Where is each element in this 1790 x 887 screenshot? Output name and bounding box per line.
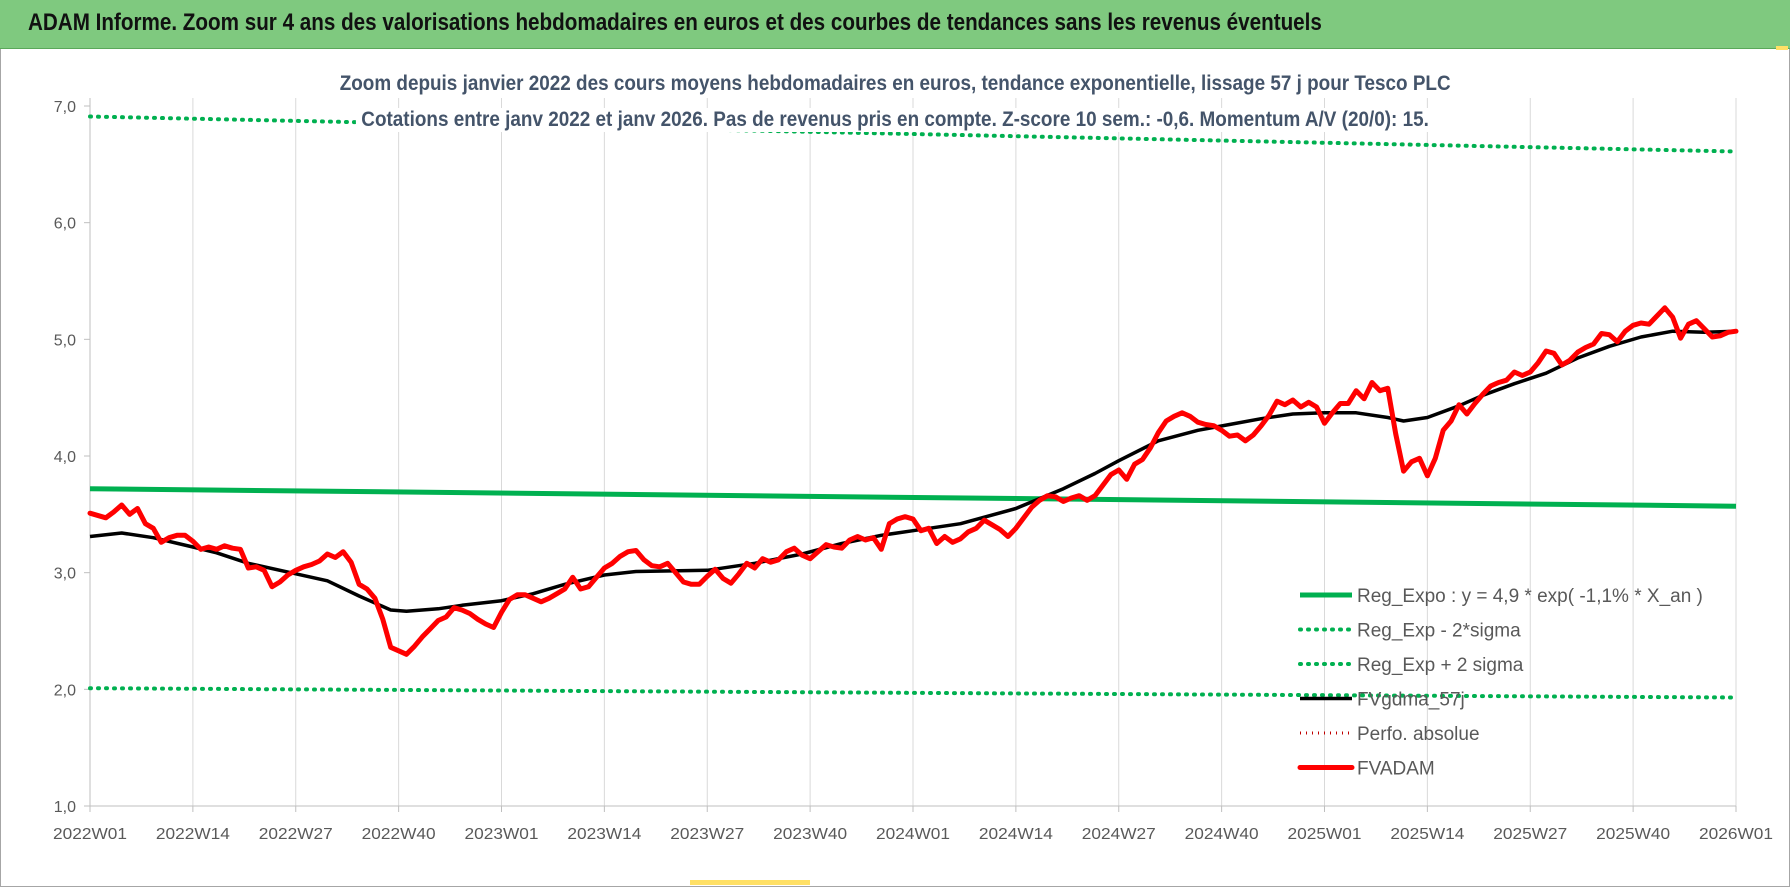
x-tick-label: 2025W01 [1288,826,1362,843]
legend-label-fvgdma: FVgdma_57j [1357,690,1465,711]
x-tick-label: 2024W14 [979,826,1053,843]
series-line-reg_minus [88,686,1738,700]
x-tick-label: 2024W40 [1185,826,1259,843]
legend-label-perfo: Perfo. absolue [1357,724,1480,745]
legend-label-fvadam: FVADAM [1357,759,1435,780]
legend: Reg_Expo : y = 4,9 * exp( -1,1% * X_an )… [1297,586,1703,780]
y-tick-label: 5,0 [54,332,76,349]
chart-title-line1-text: Zoom depuis janvier 2022 des cours moyen… [334,72,1456,96]
legend-label-reg_expo: Reg_Expo : y = 4,9 * exp( -1,1% * X_an ) [1357,586,1703,607]
y-tick-label: 7,0 [54,99,76,116]
y-tick-label: 3,0 [54,566,76,583]
y-tick-label: 4,0 [54,449,76,466]
report-header: ADAM Informe. Zoom sur 4 ans des valoris… [0,0,1790,49]
legend-label-reg_minus: Reg_Exp - 2*sigma [1357,621,1521,642]
x-tick-labels: 2022W01 2022W14 2022W27 2022W40 2023W01 2023W… [53,826,1773,843]
x-tick-label: 2022W40 [362,826,436,843]
y-tick-label: 6,0 [54,216,76,233]
x-tick-label: 2023W27 [670,826,744,843]
report-title: ADAM Informe. Zoom sur 4 ans des valoris… [28,9,1322,36]
x-tick-label: 2023W40 [773,826,847,843]
bottom-accent [690,880,810,885]
x-tick-label: 2025W14 [1390,826,1464,843]
chart-title-line1: Zoom depuis janvier 2022 des cours moyen… [0,72,1790,96]
grid [192,98,1737,806]
x-tick-label: 2022W01 [53,826,127,843]
y-tick-label: 2,0 [54,682,76,699]
legend-label-reg_plus: Reg_Exp + 2 sigma [1357,655,1524,676]
y-tick-labels: 1,0 2,0 3,0 4,0 5,0 6,0 7,0 [54,99,76,816]
x-tick-label: 2023W01 [465,826,539,843]
x-tick-label: 2024W27 [1082,826,1156,843]
chart-title-line2: Cotations entre janv 2022 et janv 2026. … [0,108,1790,132]
x-tick-label: 2026W01 [1699,826,1773,843]
x-tick-label: 2024W01 [876,826,950,843]
series-line-fvadam [87,305,1739,657]
y-tick-label: 1,0 [54,799,76,816]
corner-accent [1776,46,1788,50]
x-tick-label: 2025W27 [1493,826,1567,843]
series-line-reg_expo [89,486,1737,509]
chart-title-line2-text: Cotations entre janv 2022 et janv 2026. … [355,108,1435,132]
x-tick-label: 2022W14 [156,826,230,843]
x-tick-label: 2022W27 [259,826,333,843]
x-tick-label: 2025W40 [1596,826,1670,843]
x-tick-label: 2023W14 [567,826,641,843]
